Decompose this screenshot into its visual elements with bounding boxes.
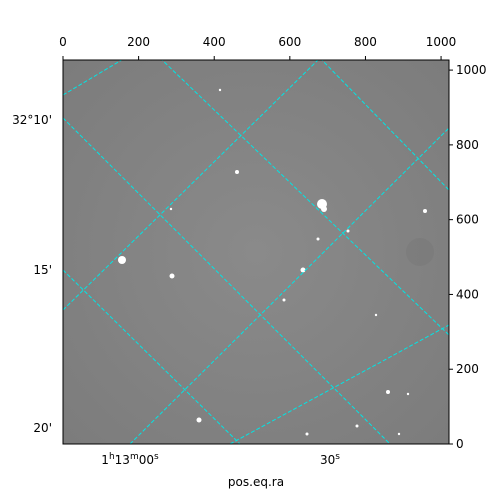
frame	[62, 59, 450, 445]
star	[218, 88, 222, 92]
star	[196, 417, 202, 423]
wcs-grid-line	[229, 324, 449, 444]
coordinate-grid	[63, 60, 449, 444]
star	[316, 237, 320, 241]
star	[423, 209, 427, 213]
y-tick-label: 1000	[456, 63, 487, 77]
star	[282, 298, 286, 302]
star	[397, 432, 401, 436]
star	[169, 207, 173, 211]
wcs-grid-line	[321, 60, 449, 191]
y-tick-label: 800	[456, 138, 479, 152]
star	[355, 424, 359, 428]
x-tick-label: 0	[59, 35, 67, 49]
star	[406, 392, 410, 396]
wcs-label: 1h13m00s	[101, 452, 159, 467]
wcs-grid-line	[63, 60, 123, 96]
star	[321, 206, 327, 212]
star	[235, 170, 239, 174]
star	[305, 432, 309, 436]
x-tick-label: 600	[278, 35, 301, 49]
star	[300, 267, 306, 273]
y-tick-label: 200	[456, 362, 479, 376]
x-tick-label: 200	[127, 35, 150, 49]
wcs-grid-line	[63, 117, 391, 444]
star	[386, 390, 390, 394]
wcs-grid-line	[129, 127, 449, 444]
wcs-grid-line	[161, 60, 449, 336]
star	[374, 313, 378, 317]
wcs-label: 20'	[33, 421, 52, 435]
star	[169, 273, 175, 279]
wcs-grid-line	[63, 269, 241, 444]
wcs-label: 30s	[320, 452, 340, 467]
y-tick-label: 0	[456, 437, 464, 451]
stars	[118, 88, 434, 436]
wcs-label: 32°10'	[12, 113, 52, 127]
y-tick-label: 600	[456, 213, 479, 227]
star	[118, 256, 126, 264]
x-tick-label: 1000	[426, 35, 457, 49]
x-axis-label: pos.eq.ra	[228, 475, 284, 489]
x-tick-label: 800	[354, 35, 377, 49]
x-tick-label: 400	[203, 35, 226, 49]
halo	[406, 238, 434, 266]
wcs-label: 15'	[33, 263, 52, 277]
sky-image	[63, 60, 449, 444]
y-tick-label: 400	[456, 287, 479, 301]
star	[346, 229, 350, 233]
